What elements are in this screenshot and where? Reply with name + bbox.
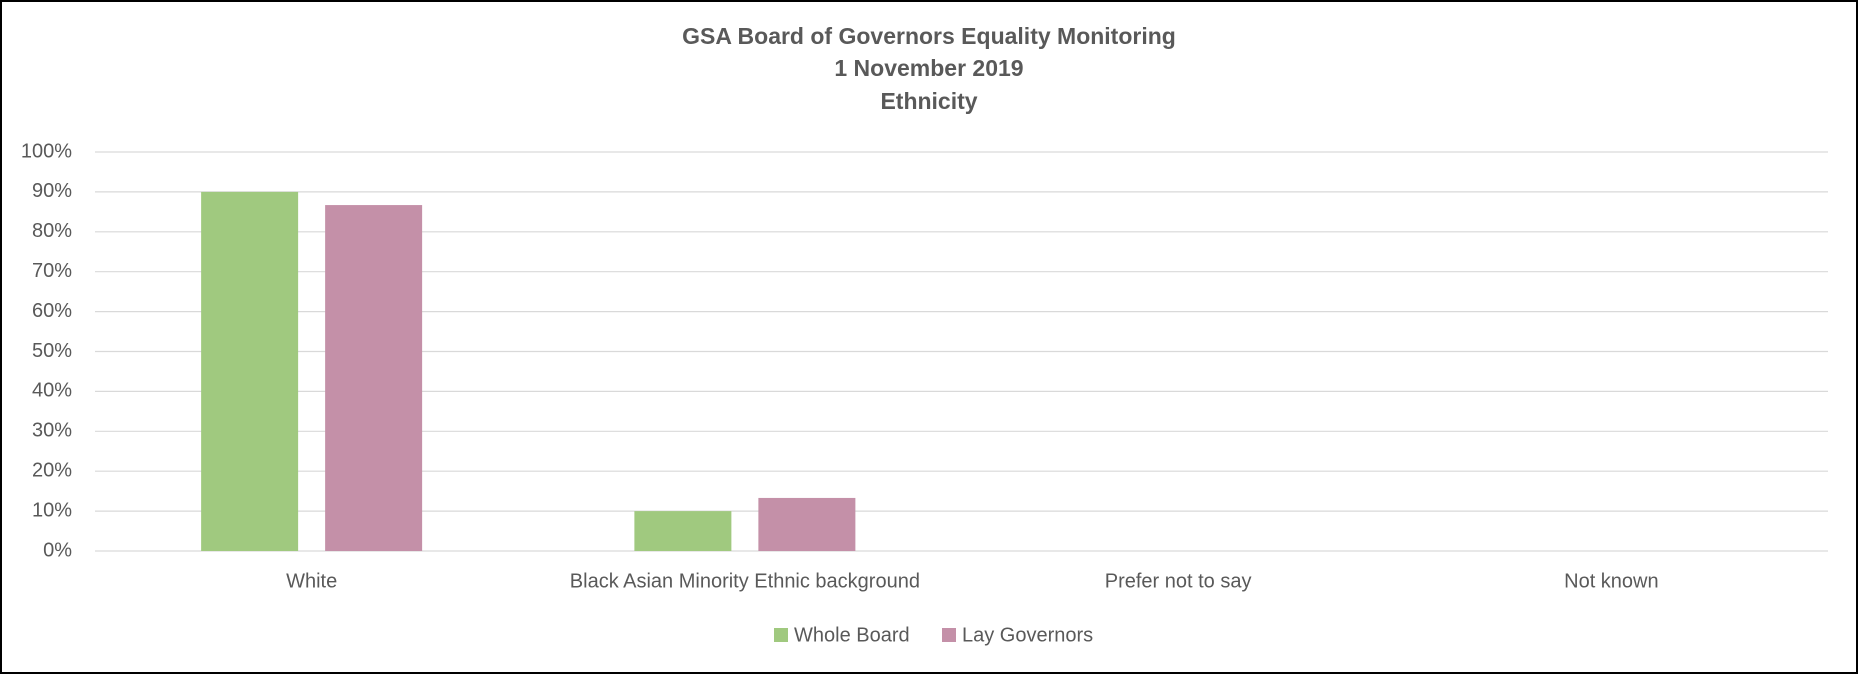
chart-subtitle: 1 November 2019 xyxy=(834,55,1023,81)
legend-label: Whole Board xyxy=(794,624,910,646)
y-tick-label: 30% xyxy=(32,420,72,442)
x-tick-label: Not known xyxy=(1564,570,1659,592)
x-tick-label: White xyxy=(286,570,337,592)
y-tick-label: 0% xyxy=(43,539,72,561)
y-tick-label: 20% xyxy=(32,459,72,481)
y-tick-label: 50% xyxy=(32,340,72,362)
bar xyxy=(201,191,299,551)
y-tick-label: 80% xyxy=(32,220,72,242)
y-tick-label: 100% xyxy=(21,140,72,162)
chart-title: GSA Board of Governors Equality Monitori… xyxy=(682,23,1176,49)
bar xyxy=(758,497,856,551)
x-tick-label: Black Asian Minority Ethnic background xyxy=(570,570,920,592)
bar xyxy=(634,511,732,551)
y-tick-label: 70% xyxy=(32,260,72,282)
y-tick-label: 10% xyxy=(32,499,72,521)
chart-subtitle: Ethnicity xyxy=(880,88,977,114)
legend-label: Lay Governors xyxy=(962,624,1093,646)
y-tick-label: 90% xyxy=(32,180,72,202)
bar xyxy=(325,205,423,551)
legend-swatch xyxy=(774,628,788,642)
y-tick-label: 40% xyxy=(32,380,72,402)
x-tick-label: Prefer not to say xyxy=(1105,570,1252,592)
legend-swatch xyxy=(942,628,956,642)
y-tick-label: 60% xyxy=(32,300,72,322)
